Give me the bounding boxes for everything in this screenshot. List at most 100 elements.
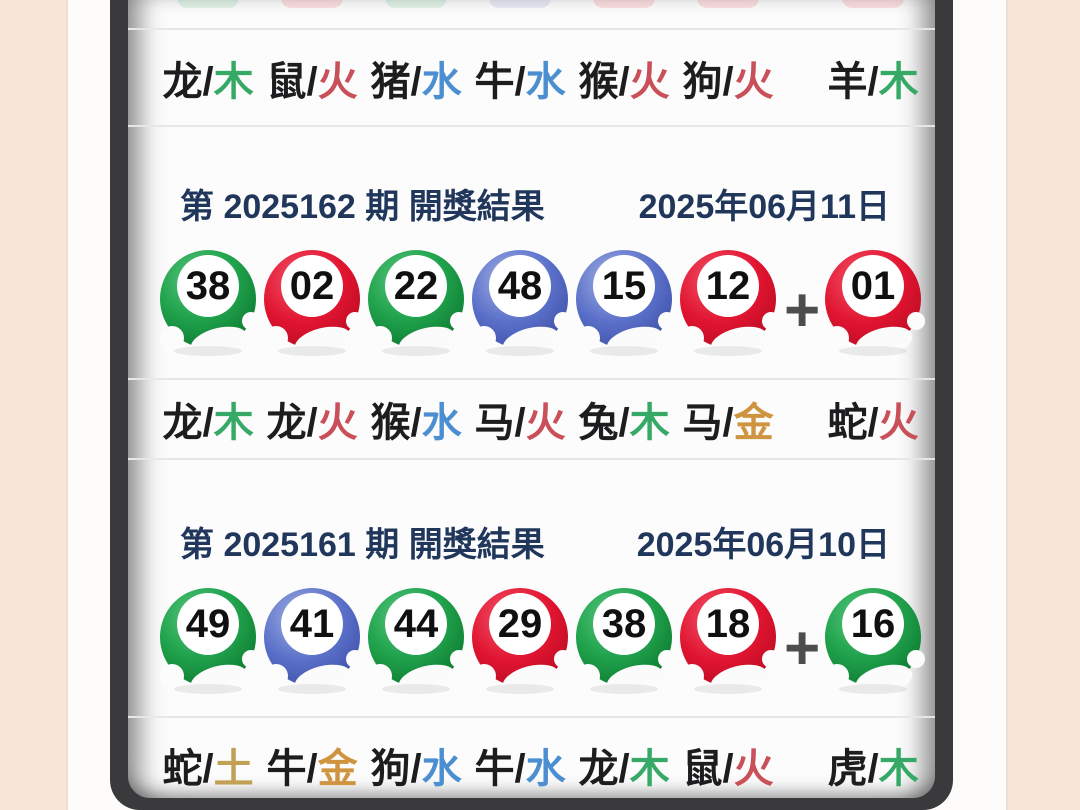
zodiac-animal: 龙 xyxy=(266,401,307,445)
zodiac-animal: 马 xyxy=(682,401,723,445)
ball-number: 29 xyxy=(497,602,543,646)
lottery-ball: 49 xyxy=(160,586,260,701)
lottery-ball: 15 xyxy=(576,248,676,363)
zodiac-element: 火 xyxy=(733,59,774,104)
ball-number: 49 xyxy=(185,602,231,646)
ball-number: 48 xyxy=(497,264,543,308)
phone-frame: 龙/木 鼠/火 猪/水 牛/水 猴/火 狗/火 羊/木 第 2025162 期 開獎結果 2… xyxy=(66,0,1008,810)
zodiac-element-pair: 兔/木 xyxy=(576,390,672,448)
section-gap xyxy=(128,127,935,172)
zodiac-animal: 龙 xyxy=(162,401,203,445)
ball-notch xyxy=(658,650,676,668)
slash-separator: / xyxy=(867,59,879,104)
slash-separator: / xyxy=(410,747,422,791)
zodiac-row: 蛇/土 牛/金 狗/水 牛/水 龙/木 鼠/火 虎/木 xyxy=(128,718,935,798)
zodiac-animal: 马 xyxy=(474,401,515,445)
zodiac-animal: 猪 xyxy=(370,59,411,104)
zodiac-animal: 羊 xyxy=(827,59,868,104)
draw-date: 2025年06月10日 xyxy=(636,525,890,564)
ball-number-window: 01 xyxy=(842,255,904,317)
zodiac-element-pair: 龙/火 xyxy=(264,390,360,448)
zodiac-animal: 狗 xyxy=(370,747,411,791)
lottery-ball: 38 xyxy=(576,586,676,701)
zodiac-element: 木 xyxy=(878,59,919,104)
ball-notch xyxy=(554,650,572,668)
zodiac-animal: 兔 xyxy=(578,401,619,445)
zodiac-element: 水 xyxy=(421,747,462,791)
slash-separator: / xyxy=(867,747,879,791)
ball-row: 38 02 22 48 15 12 +01 xyxy=(128,234,935,378)
zodiac-element-pair: 羊/木 xyxy=(825,49,921,107)
zodiac-element: 金 xyxy=(317,747,358,791)
zodiac-element: 火 xyxy=(878,401,919,445)
lottery-ball: 18 xyxy=(680,586,780,701)
ball-notch xyxy=(907,650,925,668)
zodiac-animal: 鼠 xyxy=(266,59,307,104)
partial-lottery-ball xyxy=(489,0,551,8)
slash-separator: / xyxy=(722,747,734,791)
ball-number: 12 xyxy=(705,264,751,308)
zodiac-animal: 牛 xyxy=(266,747,307,791)
slash-separator: / xyxy=(306,401,318,445)
ball-notch xyxy=(264,664,288,688)
zodiac-element: 金 xyxy=(733,401,774,445)
lottery-ball: 22 xyxy=(368,248,468,363)
slash-separator: / xyxy=(202,59,214,104)
lottery-ball: 38 xyxy=(160,248,260,363)
ball-notch xyxy=(680,326,704,350)
ball-notch xyxy=(264,326,288,350)
divider xyxy=(128,378,935,380)
ball-notch xyxy=(368,326,392,350)
ball-notch xyxy=(450,312,468,330)
partial-ball-slot xyxy=(472,0,568,8)
zodiac-element-pair: 牛/金 xyxy=(264,736,360,794)
slash-separator: / xyxy=(618,401,630,445)
slash-separator: / xyxy=(202,401,214,445)
ball-number-window: 41 xyxy=(281,593,343,655)
slash-separator: / xyxy=(514,747,526,791)
ball-notch xyxy=(368,664,392,688)
zodiac-element: 木 xyxy=(213,401,254,445)
ball-number-window: 49 xyxy=(177,593,239,655)
zodiac-element-pair: 牛/水 xyxy=(472,49,568,107)
zodiac-element: 水 xyxy=(525,747,566,791)
divider xyxy=(128,458,935,460)
zodiac-element-pair: 猴/水 xyxy=(368,390,464,448)
ball-notch xyxy=(680,664,704,688)
partial-ball-slot xyxy=(680,0,776,8)
ball-number: 16 xyxy=(850,602,896,646)
zodiac-animal: 龙 xyxy=(578,747,619,791)
zodiac-animal: 龙 xyxy=(162,59,203,104)
zodiac-element: 火 xyxy=(317,59,358,104)
ball-number: 38 xyxy=(601,602,647,646)
slash-separator: / xyxy=(306,59,318,104)
zodiac-element-pair: 龙/木 xyxy=(576,736,672,794)
zodiac-element-pair: 龙/木 xyxy=(160,49,256,107)
partial-ball-slot xyxy=(160,0,256,8)
zodiac-element-pair: 蛇/土 xyxy=(160,736,256,794)
zodiac-element: 火 xyxy=(317,401,358,445)
ball-notch xyxy=(762,650,780,668)
lottery-ball: 01 xyxy=(825,248,925,363)
partial-ball-slot xyxy=(576,0,672,8)
slash-separator: / xyxy=(514,401,526,445)
zodiac-element: 水 xyxy=(421,401,462,445)
lottery-ball: 48 xyxy=(472,248,572,363)
ball-number: 18 xyxy=(705,602,751,646)
zodiac-element-pair: 马/金 xyxy=(680,390,776,448)
lottery-ball: 41 xyxy=(264,586,364,701)
draw-header: 第 2025161 期 開獎結果 2025年06月10日 xyxy=(128,510,935,572)
lottery-results-screen[interactable]: 龙/木 鼠/火 猪/水 牛/水 猴/火 狗/火 羊/木 第 2025162 期 開獎結果 2… xyxy=(128,0,935,798)
draw-header: 第 2025162 期 開獎結果 2025年06月11日 xyxy=(128,172,935,234)
ball-number-window: 22 xyxy=(385,255,447,317)
lottery-ball: 29 xyxy=(472,586,572,701)
ball-row: 49 41 44 29 38 18 +16 xyxy=(128,572,935,716)
slash-separator: / xyxy=(410,59,422,104)
zodiac-element-pair: 牛/水 xyxy=(472,736,568,794)
ball-number: 22 xyxy=(393,264,439,308)
ball-notch xyxy=(160,326,184,350)
zodiac-element-pair: 猴/火 xyxy=(576,49,672,107)
zodiac-element-pair: 猪/水 xyxy=(368,49,464,107)
lottery-ball: 44 xyxy=(368,586,468,701)
zodiac-element: 木 xyxy=(629,401,670,445)
